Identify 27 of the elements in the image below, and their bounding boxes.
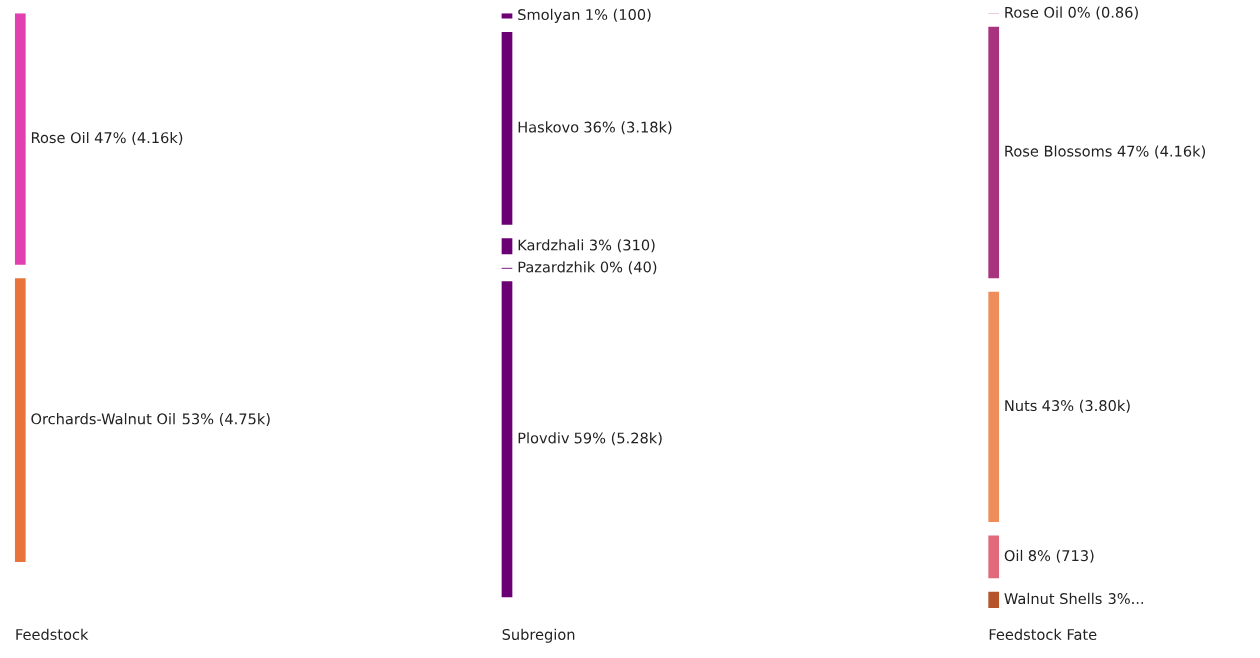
category-label: Orchards-Walnut Oil — [31, 413, 175, 425]
data-label: 3% (310) — [589, 239, 655, 253]
data-label: 36% (3.18k) — [584, 121, 672, 135]
data-label: 47% (4.16k) — [94, 131, 183, 145]
data-label: 1% (100) — [586, 8, 651, 22]
data-label: 53% (4.75k) — [182, 413, 270, 427]
data-label: 0% (40) — [600, 261, 657, 275]
category-label: Walnut Shells — [1004, 592, 1102, 605]
data-label: 0% (0.86) — [1068, 6, 1138, 20]
data-label: 43% (3.80k) — [1042, 399, 1130, 413]
category-label: Rose Blossoms — [1005, 145, 1112, 157]
category-label: Rose Oil — [1005, 6, 1062, 18]
category-label: Oil — [1004, 549, 1023, 562]
category-label: Pazardzhik — [518, 261, 596, 273]
category-label: Plovdiv — [518, 432, 570, 444]
category-label: Kardzhali — [518, 239, 584, 251]
data-label: 8% (713) — [1028, 549, 1094, 563]
text: Subregion — [502, 628, 575, 643]
data-label: 47% (4.16k) — [1117, 145, 1205, 159]
data-label: 59% (5.28k) — [574, 432, 662, 446]
category-label: Rose Oil — [31, 131, 89, 144]
category-label: Nuts — [1005, 400, 1037, 412]
text: Feedstock Fate — [989, 628, 1097, 640]
text: Feedstock — [16, 628, 89, 640]
data-label: 3%... — [1108, 593, 1144, 605]
category-label: Haskovo — [518, 121, 579, 133]
category-label: Smolyan — [518, 8, 580, 23]
